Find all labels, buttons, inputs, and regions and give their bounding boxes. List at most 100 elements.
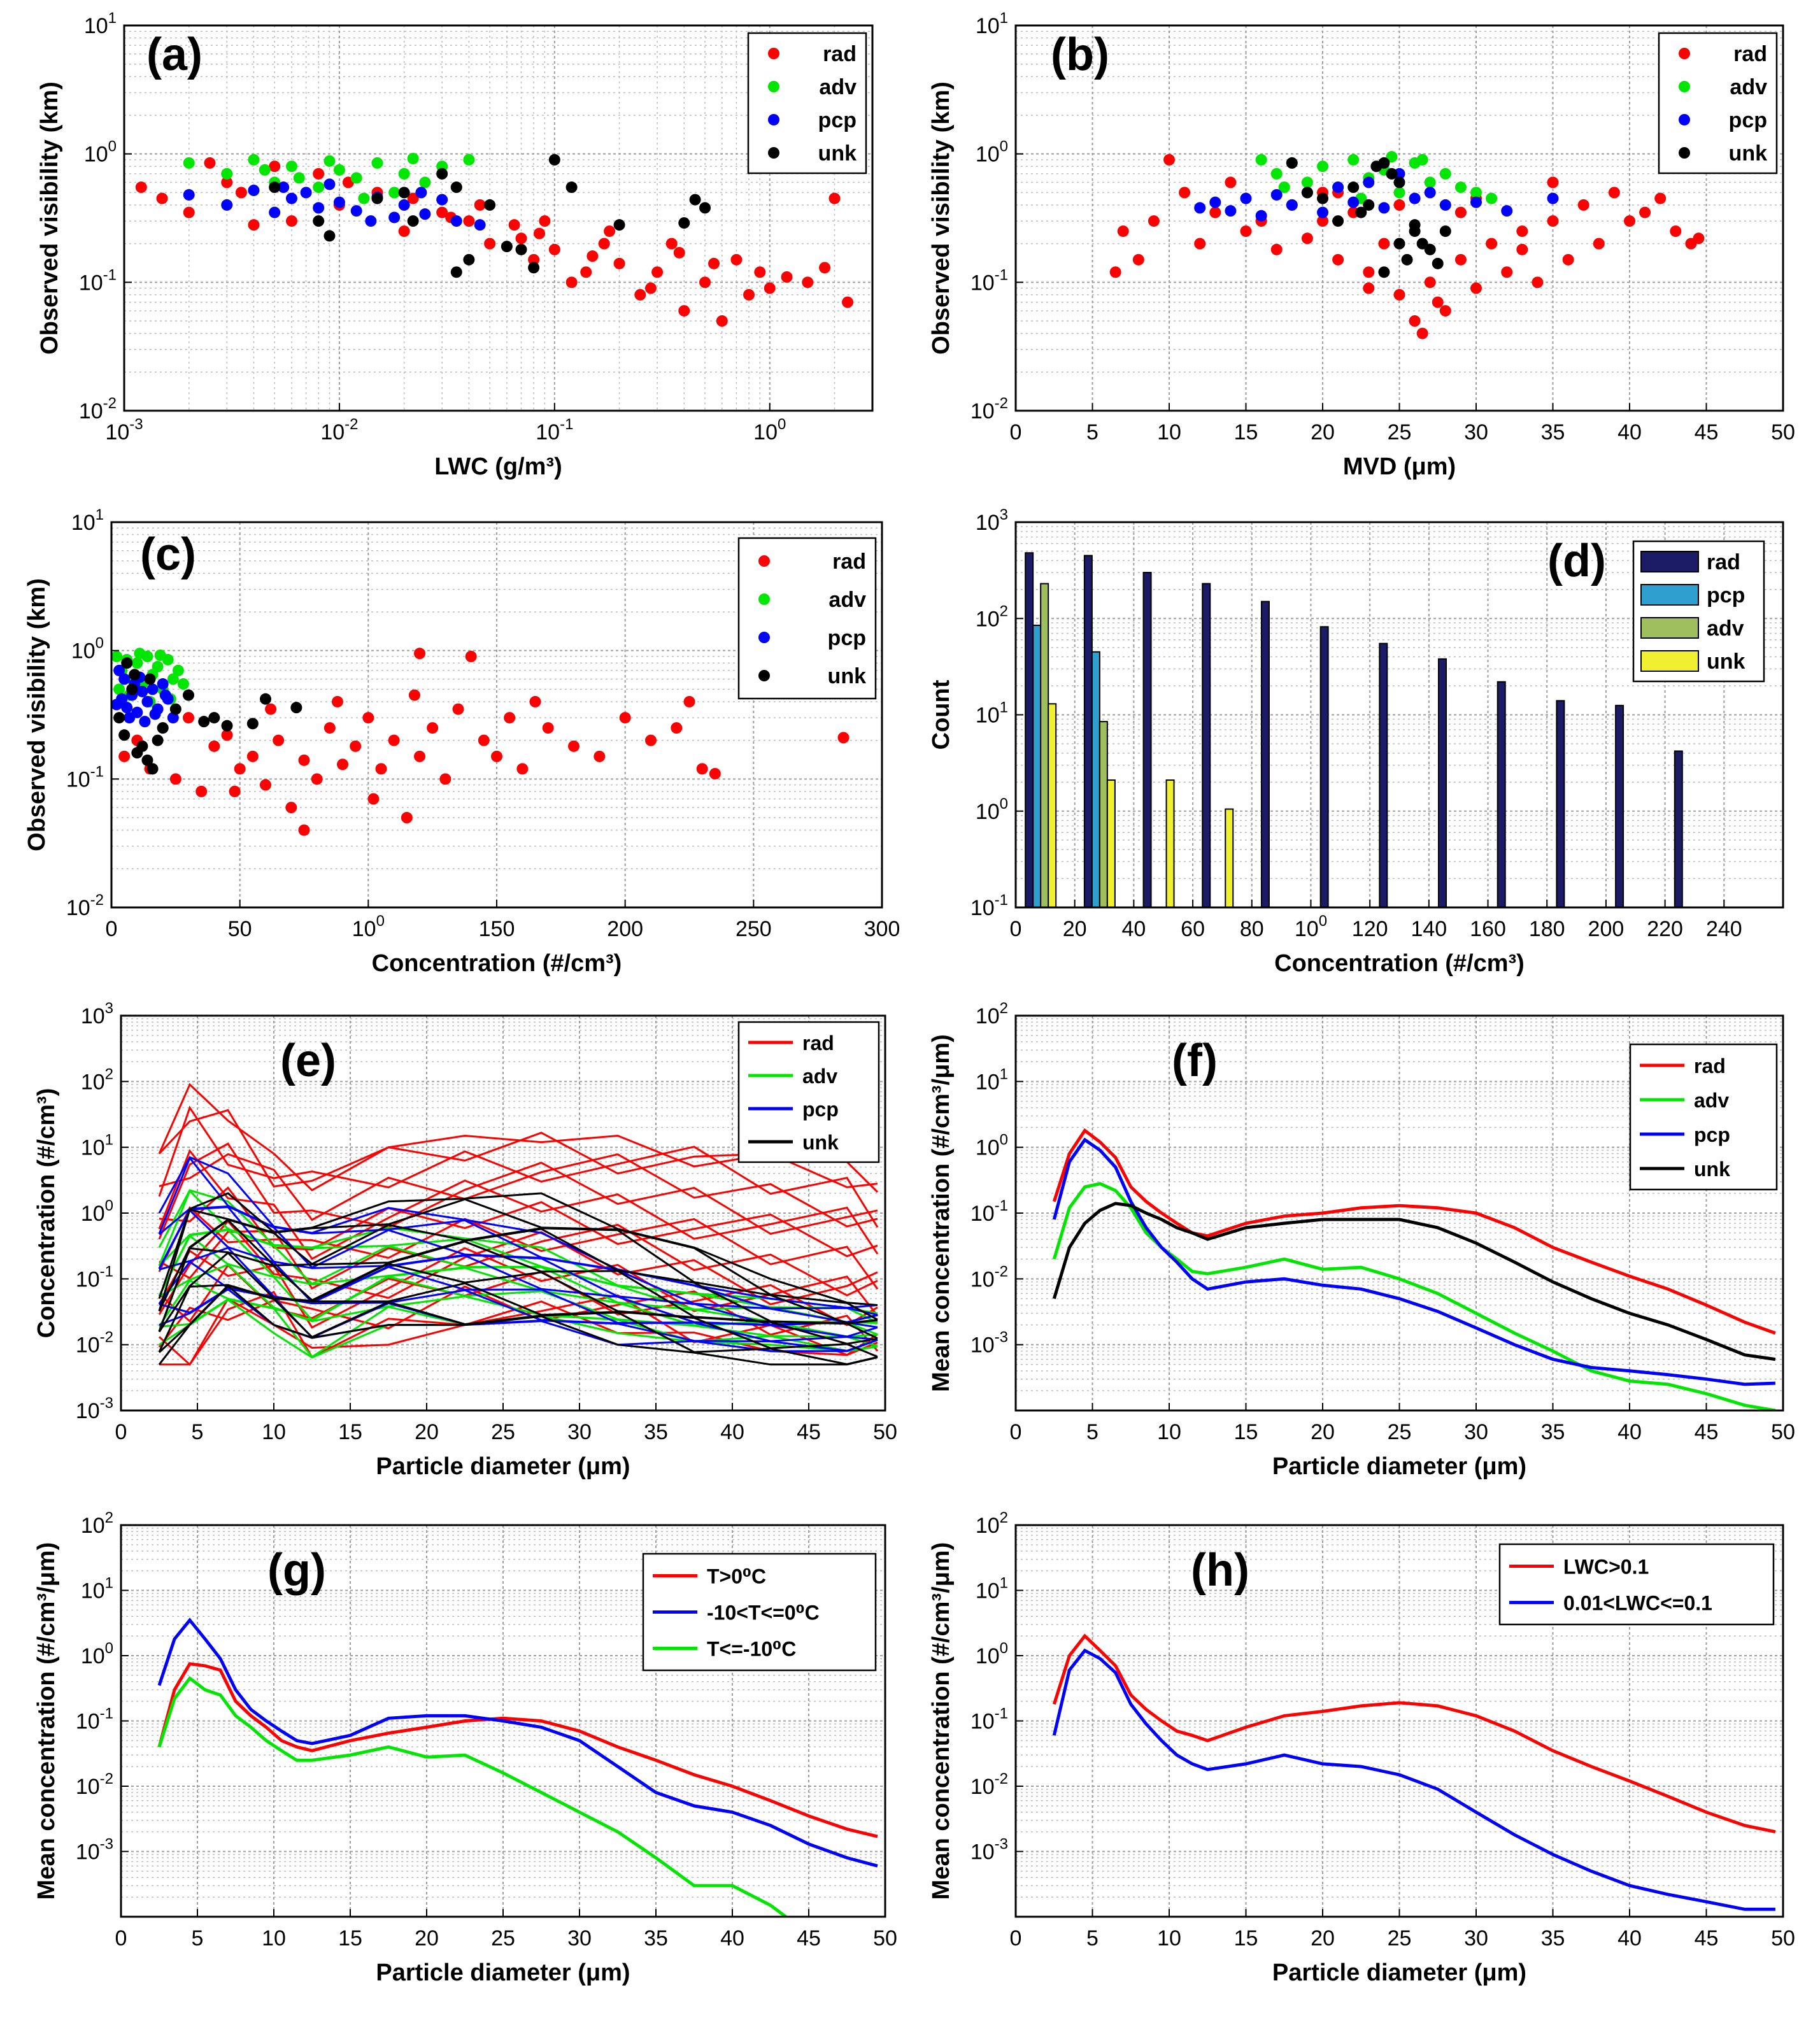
bar-rad — [1260, 600, 1270, 907]
point-adv — [293, 172, 305, 184]
point-rad — [414, 750, 425, 762]
bar-unk — [1048, 703, 1057, 907]
point-adv — [1393, 187, 1405, 199]
point-adv — [131, 657, 143, 669]
point-rad — [568, 740, 579, 752]
point-rad — [1317, 215, 1328, 227]
grid — [1016, 1525, 1783, 1917]
point-unk — [1393, 176, 1405, 188]
point-pcp — [139, 716, 151, 728]
legend-marker — [768, 81, 779, 92]
y-axis-label: Observed visibility (km) — [24, 578, 50, 851]
point-rad — [716, 315, 728, 327]
x-tick-label: 45 — [1695, 420, 1719, 444]
panel-label: (d) — [1547, 536, 1606, 586]
point-pcp — [285, 192, 297, 204]
point-rad — [548, 243, 560, 255]
series-group — [111, 648, 850, 836]
point-adv — [333, 164, 345, 176]
x-tick-label: 25 — [1388, 1926, 1412, 1950]
point-rad — [1454, 206, 1467, 218]
point-rad — [1179, 187, 1191, 199]
y-tick-label: 102 — [81, 1065, 113, 1094]
point-rad — [528, 253, 540, 266]
y-tick-label: 10-3 — [970, 1329, 1008, 1358]
point-adv — [463, 153, 475, 166]
point-rad — [1240, 225, 1252, 238]
x-tick-label: 10-2 — [320, 416, 358, 444]
x-tick-label: 10-3 — [105, 416, 143, 444]
legend-marker — [768, 48, 779, 59]
legend-label: adv — [1694, 1089, 1729, 1112]
point-unk — [313, 215, 325, 227]
point-rad — [565, 276, 578, 288]
panel-e: 0 5 10 15 20 25 30 35 40 45 50 10-3 10-2 10-1 100 101 10… — [33, 1000, 897, 1480]
series-group — [1052, 1633, 1776, 1911]
y-tick-label: 10-2 — [76, 1329, 113, 1358]
y-tick-label: 10-2 — [79, 395, 117, 423]
y-tick-label: 10-1 — [970, 1705, 1008, 1734]
point-unk — [221, 720, 233, 732]
point-pcp — [1225, 205, 1237, 217]
point-rad — [699, 276, 711, 288]
point-adv — [111, 650, 123, 662]
legend-marker — [758, 632, 770, 643]
point-rad — [743, 288, 755, 301]
point-pcp — [1378, 202, 1390, 214]
line-unk — [1052, 1202, 1776, 1361]
point-rad — [474, 199, 486, 211]
point-adv — [167, 673, 179, 685]
legend-marker — [1679, 81, 1690, 92]
x-tick-label: 240 — [1706, 917, 1742, 941]
point-unk — [613, 219, 625, 231]
point-rad — [708, 257, 720, 269]
y-tick-label: 10-1 — [76, 1263, 113, 1291]
panel-label: (h) — [1191, 1545, 1249, 1596]
point-rad — [1270, 243, 1283, 255]
point-unk — [246, 718, 259, 730]
point-pcp — [118, 673, 131, 685]
legend-label: adv — [1707, 616, 1744, 641]
point-pcp — [1409, 192, 1421, 204]
bar-pcp — [1032, 624, 1042, 907]
y-axis-label: Observed visibility (km) — [36, 82, 63, 355]
point-rad — [398, 225, 410, 238]
point-pcp — [149, 708, 161, 720]
x-tick-label: 100 — [753, 416, 786, 444]
point-adv — [398, 167, 410, 180]
point-adv — [313, 181, 325, 194]
point-pcp — [116, 693, 128, 705]
line-rad — [158, 1105, 879, 1228]
y-axis-label: Mean concentration (#/cm³/μm) — [33, 1542, 60, 1900]
point-adv — [1270, 167, 1283, 180]
x-tick-label: 35 — [644, 1926, 668, 1950]
point-unk — [1439, 225, 1451, 238]
x-tick-label: 25 — [1388, 1420, 1412, 1444]
legend-marker — [1640, 617, 1699, 639]
legend-label: adv — [1730, 75, 1767, 99]
x-tick-label: 35 — [644, 1420, 668, 1444]
point-rad — [313, 167, 325, 180]
x-tick-label: 35 — [1541, 420, 1565, 444]
point-rad — [408, 689, 420, 701]
x-tick-label: 10 — [1157, 420, 1181, 444]
y-tick-label: 101 — [84, 10, 117, 38]
point-adv — [221, 167, 233, 180]
x-tick-label: 45 — [1695, 1926, 1719, 1950]
point-unk — [269, 181, 281, 194]
legend-label: T>0⁰C — [707, 1565, 766, 1588]
point-unk — [1301, 187, 1313, 199]
point-rad — [1432, 296, 1444, 308]
y-tick-label: 10-1 — [76, 1705, 113, 1734]
point-rad — [504, 712, 516, 724]
point-rad — [802, 276, 814, 288]
point-rad — [260, 779, 271, 791]
legend: rad adv pcp unk — [1629, 1043, 1778, 1191]
point-pcp — [1332, 181, 1344, 194]
point-pcp — [124, 712, 136, 724]
point-unk — [565, 181, 578, 194]
legend-marker — [1640, 650, 1699, 672]
point-pcp — [1547, 192, 1559, 204]
point-rad — [285, 215, 297, 227]
line-0.01<LWC<=0.1 — [1052, 1648, 1775, 1911]
